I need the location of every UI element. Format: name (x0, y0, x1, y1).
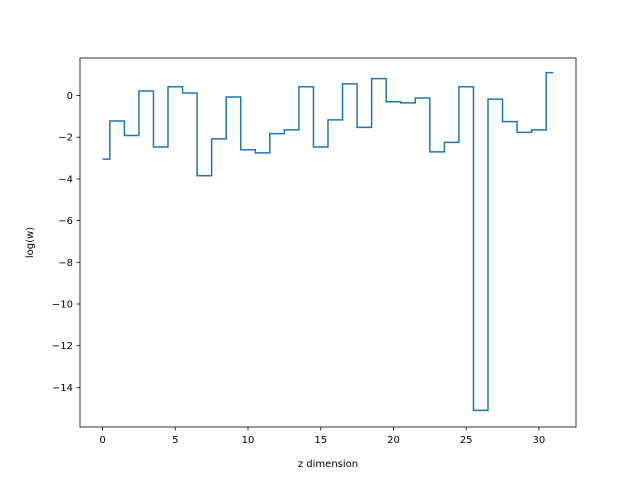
y-tick-label: −6 (58, 216, 73, 227)
x-tick-label: 5 (172, 435, 178, 446)
x-tick-label: 15 (314, 435, 327, 446)
x-tick-label: 10 (242, 435, 255, 446)
y-tick-label: −8 (58, 258, 73, 269)
series-layer (102, 71, 554, 412)
y-tick-label: −12 (52, 341, 73, 352)
y-tick-label: −2 (58, 133, 73, 144)
y-tick-label: 0 (67, 91, 73, 102)
y-tick-label: −10 (52, 300, 73, 311)
x-tick-label: 0 (99, 435, 105, 446)
plot-frame (79, 57, 577, 428)
y-axis-label: log(w) (25, 227, 36, 258)
x-tick-label: 30 (533, 435, 546, 446)
x-tick-label: 20 (387, 435, 400, 446)
y-tick-label: −4 (58, 174, 73, 185)
y-tick-label: −14 (52, 383, 73, 394)
y-axis: 0 −2 −4 −6 −8 −10 −12 −14 (52, 91, 80, 394)
series-line-0 (102, 71, 554, 412)
x-axis-label: z dimension (298, 459, 358, 470)
plot-area (80, 58, 576, 427)
x-axis: 0 5 10 15 20 25 30 (99, 427, 545, 446)
x-tick-label: 25 (460, 435, 473, 446)
